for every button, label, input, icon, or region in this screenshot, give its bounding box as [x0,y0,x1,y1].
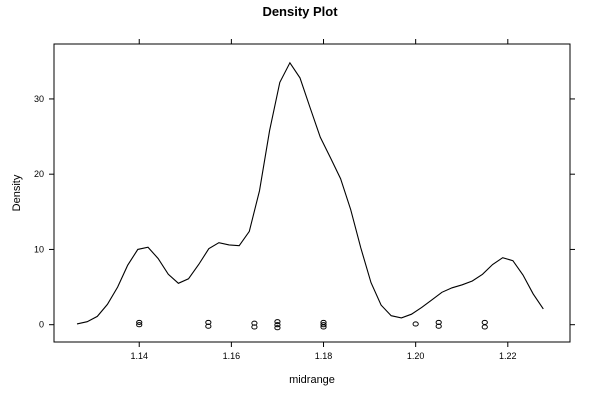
rug-point [136,319,143,326]
x-tick-label: 1.18 [315,351,333,361]
rug-point [435,323,442,329]
rug-point [320,324,327,330]
rug-point [412,321,419,327]
x-tick-label: 1.22 [499,351,517,361]
chart-title: Density Plot [262,4,338,19]
rug-point [274,325,281,331]
density-curve [76,61,544,325]
rug-point [205,323,212,329]
plot-frame [53,43,571,343]
x-axis: 1.14 1.16 1.18 1.20 1.22 [130,39,517,361]
y-tick-label: 30 [34,94,44,104]
rug-point [320,322,327,328]
rug-point [274,322,281,328]
y-tick-label: 20 [34,169,44,179]
y-tick-label: 10 [34,244,44,254]
y-tick-label: 0 [39,320,44,330]
rug-point [274,319,281,325]
rug-points [136,319,488,331]
x-tick-label: 1.16 [223,351,241,361]
x-tick-label: 1.14 [130,351,148,361]
y-axis-label: Density [11,174,23,211]
rug-point [136,322,143,328]
rug-point [481,319,488,326]
x-tick-label: 1.20 [407,351,425,361]
rug-point [251,324,258,330]
y-axis: 0 10 20 30 [34,94,575,330]
x-axis-label: midrange [289,374,335,386]
rug-point [481,324,488,330]
